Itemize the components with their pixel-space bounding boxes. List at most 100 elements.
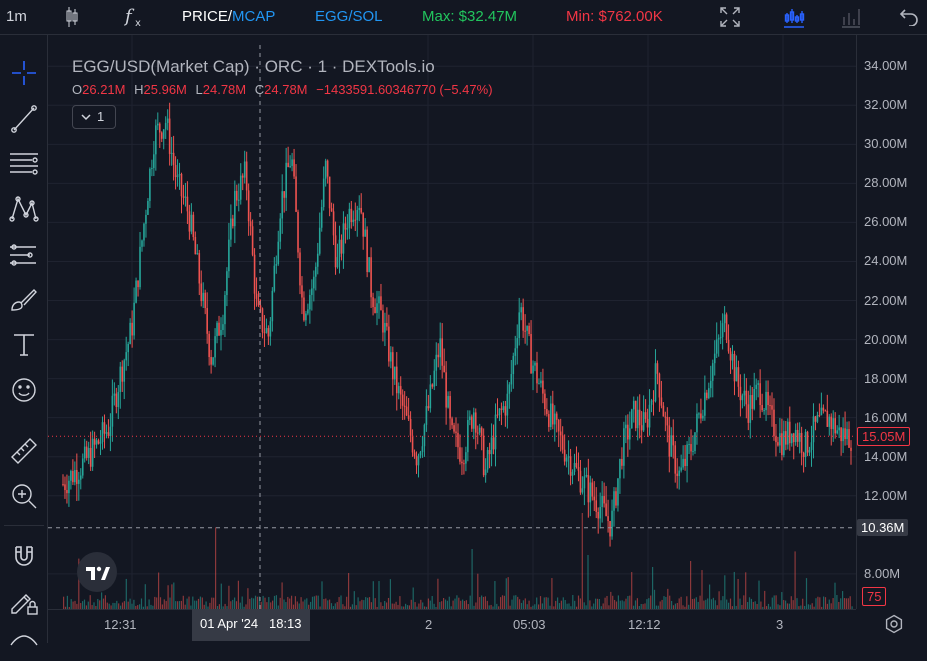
volume-bar	[304, 599, 306, 609]
candle-body	[273, 265, 276, 291]
candle-body	[147, 200, 149, 215]
price-tick-label: 12.00M	[864, 487, 908, 503]
pair-toggle[interactable]: EGG/SOL	[315, 8, 383, 25]
candle-body	[447, 396, 449, 408]
candle-body	[378, 296, 380, 304]
volume-bar	[636, 598, 638, 609]
text-icon[interactable]	[8, 329, 40, 361]
candle-body	[583, 476, 586, 489]
crosshair-icon[interactable]	[8, 57, 40, 89]
settings-icon[interactable]	[884, 614, 904, 634]
candle-body	[629, 428, 631, 440]
candle-body	[743, 390, 746, 396]
candle-body	[623, 428, 625, 466]
magnet-icon[interactable]	[8, 541, 40, 573]
ruler-icon[interactable]	[8, 435, 40, 467]
volume-bar	[450, 606, 452, 609]
volume-bar	[241, 596, 243, 609]
volume-bar	[682, 605, 684, 609]
candle-body	[567, 456, 570, 458]
candle-body	[314, 266, 317, 277]
volume-bar	[824, 597, 827, 609]
prediction-icon[interactable]	[8, 239, 40, 271]
fullscreen-icon[interactable]	[719, 6, 741, 28]
volume-bar	[414, 602, 416, 609]
volume-bar	[496, 603, 498, 609]
candle-body	[806, 431, 809, 453]
price-axis[interactable]	[856, 35, 927, 609]
candle-body	[293, 159, 295, 177]
volume-bar	[557, 597, 559, 609]
volume-bar	[558, 603, 561, 609]
candle-body	[810, 442, 813, 450]
volume-bar	[433, 603, 435, 609]
candle-body	[413, 452, 416, 457]
candle-body	[512, 355, 515, 375]
volume-bar	[340, 595, 342, 609]
volume-bar	[661, 599, 663, 609]
candle-body	[461, 461, 463, 464]
candle-body	[520, 307, 522, 313]
candle-body	[676, 473, 679, 476]
fib-lines-icon[interactable]	[8, 148, 40, 180]
volume-bar	[503, 595, 505, 609]
interval-button[interactable]: 1m	[6, 8, 27, 25]
brush-icon[interactable]	[8, 284, 40, 316]
candles-icon[interactable]	[66, 6, 78, 28]
volume-bar	[469, 595, 471, 609]
legend-collapse-button[interactable]: 1	[72, 105, 116, 129]
volume-bar	[593, 603, 595, 609]
undo-icon[interactable]	[899, 6, 919, 26]
volume-bar	[739, 598, 741, 609]
volume-bar	[287, 596, 289, 609]
volume-bar	[289, 598, 291, 609]
volume-bar	[264, 597, 266, 609]
volume-bar	[625, 598, 627, 609]
emoji-icon[interactable]	[8, 374, 40, 406]
volume-bar	[121, 602, 124, 609]
candle-body	[405, 406, 408, 416]
indicators-icon[interactable]: f x	[124, 5, 146, 29]
candle-body	[785, 431, 787, 445]
candle-body	[755, 384, 758, 389]
crosshair-time-label: 01 Apr '24 18:13	[192, 609, 310, 641]
candle-body	[439, 338, 442, 358]
candle-body	[74, 470, 76, 483]
volume-bar	[748, 597, 751, 609]
volume-bar	[568, 603, 570, 609]
volume-bar	[173, 582, 175, 609]
candle-body	[719, 337, 722, 339]
volume-bar	[213, 597, 215, 609]
volume-bar	[308, 604, 310, 609]
volume-bar	[127, 601, 129, 609]
lock-drawings-icon[interactable]	[8, 585, 40, 617]
volume-bar	[454, 598, 456, 609]
candle-body	[166, 118, 169, 123]
candle-body	[334, 235, 337, 268]
volume-bar	[342, 604, 344, 609]
candle-body	[581, 488, 584, 493]
volume-bar	[709, 584, 711, 609]
min-value: Min: $762.00K	[566, 8, 663, 25]
zoom-in-icon[interactable]	[8, 480, 40, 512]
volume-bar	[538, 604, 540, 609]
volume-bar	[184, 604, 186, 609]
bar-chart-icon[interactable]	[840, 5, 862, 29]
volume-bar	[735, 605, 737, 609]
pattern-icon[interactable]	[8, 193, 40, 225]
candle-body	[723, 314, 726, 324]
candle-body	[176, 175, 179, 178]
eye-icon[interactable]	[8, 629, 40, 661]
top-toolbar: 1m f x PRICE/MCAP EGG/SOL Max: $32.47M M…	[0, 0, 927, 35]
tradingview-logo[interactable]	[77, 552, 117, 592]
volume-bar	[199, 596, 201, 609]
volume-bar	[401, 606, 403, 609]
candle-body	[688, 444, 690, 446]
candle-body	[848, 429, 850, 448]
time-axis[interactable]	[48, 609, 856, 644]
candle-body	[680, 467, 682, 471]
price-mcap-toggle[interactable]: PRICE/MCAP	[182, 8, 275, 25]
chart-style-icon[interactable]	[782, 5, 806, 29]
trend-line-icon[interactable]	[8, 103, 40, 135]
candlestick-chart[interactable]	[48, 35, 856, 609]
